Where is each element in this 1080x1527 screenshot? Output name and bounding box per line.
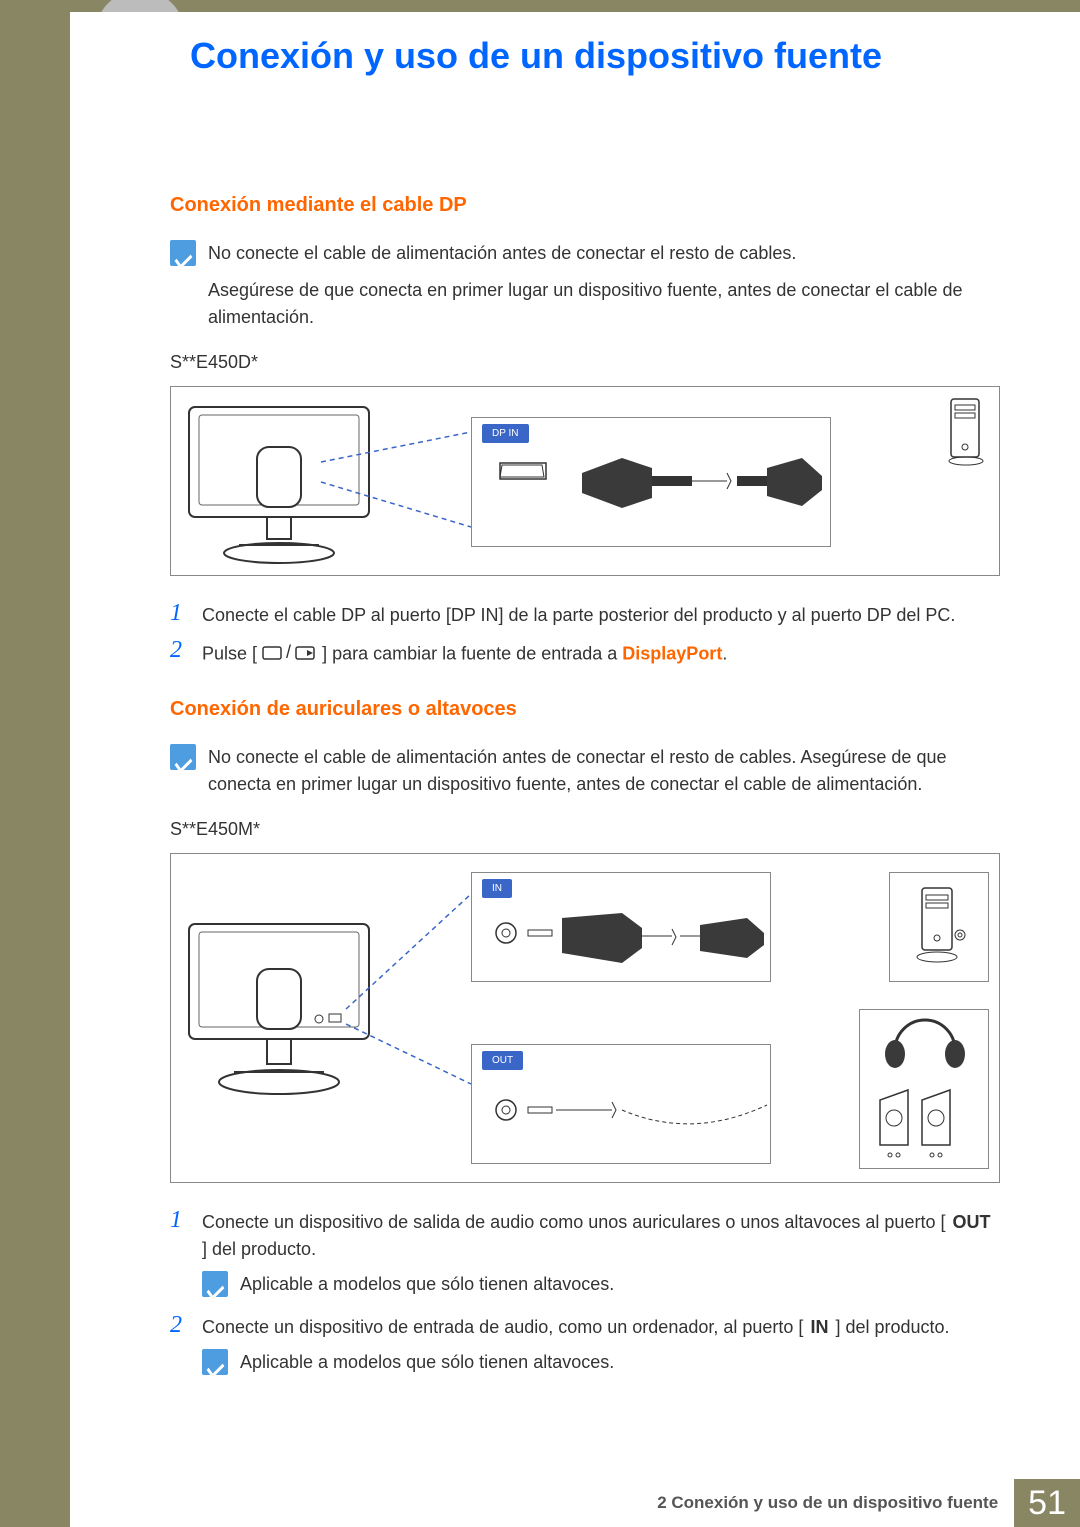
step2-pre: Pulse [	[202, 644, 257, 664]
in-port-label: IN	[482, 879, 512, 898]
headphones-speakers-icon	[860, 1010, 990, 1170]
note-text: No conecte el cable de alimentación ante…	[208, 240, 1000, 331]
step2-text: Pulse [ / ] para cambiar la fuente de en…	[202, 637, 1000, 668]
footer: 2 Conexión y uso de un dispositivo fuent…	[70, 1479, 1080, 1527]
step-number: 1	[170, 600, 188, 626]
step-number: 2	[170, 1312, 188, 1338]
dp-connector-icon	[472, 418, 832, 548]
section1-heading: Conexión mediante el cable DP	[170, 190, 1000, 220]
note-icon	[170, 744, 196, 770]
audio-jack-in-icon	[472, 873, 772, 983]
step1-pre: Conecte un dispositivo de salida de audi…	[202, 1212, 945, 1232]
in-badge: IN	[808, 1314, 830, 1341]
step-text: Conecte un dispositivo de salida de audi…	[202, 1207, 1000, 1263]
chapter-mask	[70, 12, 200, 92]
step2-end: .	[722, 644, 727, 664]
section2-step1: 1 Conecte un dispositivo de salida de au…	[170, 1207, 1000, 1263]
note-icon	[202, 1349, 228, 1375]
out-badge: OUT	[950, 1209, 992, 1236]
note-line1: No conecte el cable de alimentación ante…	[208, 240, 1000, 267]
section1-step2: 2 Pulse [ / ] para cambiar la fuente de …	[170, 637, 1000, 668]
step2-post: ] del producto.	[835, 1317, 949, 1337]
pc-icon	[890, 873, 990, 983]
section2-subnote1: Aplicable a modelos que sólo tienen alta…	[202, 1271, 1000, 1298]
step-text: Conecte un dispositivo de entrada de aud…	[202, 1312, 1000, 1341]
section1-steps: 1 Conecte el cable DP al puerto [DP IN] …	[170, 600, 1000, 668]
note-line2: Asegúrese de que conecta en primer lugar…	[208, 277, 1000, 331]
section2-heading: Conexión de auriculares o altavoces	[170, 694, 1000, 724]
content-area: Conexión mediante el cable DP No conecte…	[170, 190, 1000, 1390]
pc-icon	[947, 397, 989, 467]
section2-step2: 2 Conecte un dispositivo de entrada de a…	[170, 1312, 1000, 1341]
page-title: Conexión y uso de un dispositivo fuente	[190, 35, 882, 77]
source-button-icon: /	[262, 639, 317, 666]
section1-note: No conecte el cable de alimentación ante…	[170, 240, 1000, 331]
section1-step1: 1 Conecte el cable DP al puerto [DP IN] …	[170, 600, 1000, 629]
step-number: 2	[170, 637, 188, 663]
step-number: 1	[170, 1207, 188, 1233]
displayport-link: DisplayPort	[622, 644, 722, 664]
subnote-text: Aplicable a modelos que sólo tienen alta…	[240, 1349, 614, 1376]
section2-subnote2: Aplicable a modelos que sólo tienen alta…	[202, 1349, 1000, 1376]
note-icon	[202, 1271, 228, 1297]
section1-model: S**E450D*	[170, 349, 1000, 376]
section2-note: No conecte el cable de alimentación ante…	[170, 744, 1000, 798]
section2-steps: 1 Conecte un dispositivo de salida de au…	[170, 1207, 1000, 1376]
side-bar	[0, 0, 70, 1527]
note-icon	[170, 240, 196, 266]
subnote-text: Aplicable a modelos que sólo tienen alta…	[240, 1271, 614, 1298]
out-port-label: OUT	[482, 1051, 523, 1070]
step1-text: Conecte el cable DP al puerto [DP IN] de…	[202, 600, 1000, 629]
diagram-audio: IN	[170, 853, 1000, 1183]
step2-pre: Conecte un dispositivo de entrada de aud…	[202, 1317, 803, 1337]
step1-post: ] del producto.	[202, 1239, 316, 1259]
page-number: 51	[1014, 1479, 1080, 1527]
section2-model: S**E450M*	[170, 816, 1000, 843]
step2-post: ] para cambiar la fuente de entrada a	[322, 644, 622, 664]
note-text: No conecte el cable de alimentación ante…	[208, 744, 1000, 798]
diagram-dp-cable: DP IN	[170, 386, 1000, 576]
footer-text: 2 Conexión y uso de un dispositivo fuent…	[641, 1479, 1014, 1527]
